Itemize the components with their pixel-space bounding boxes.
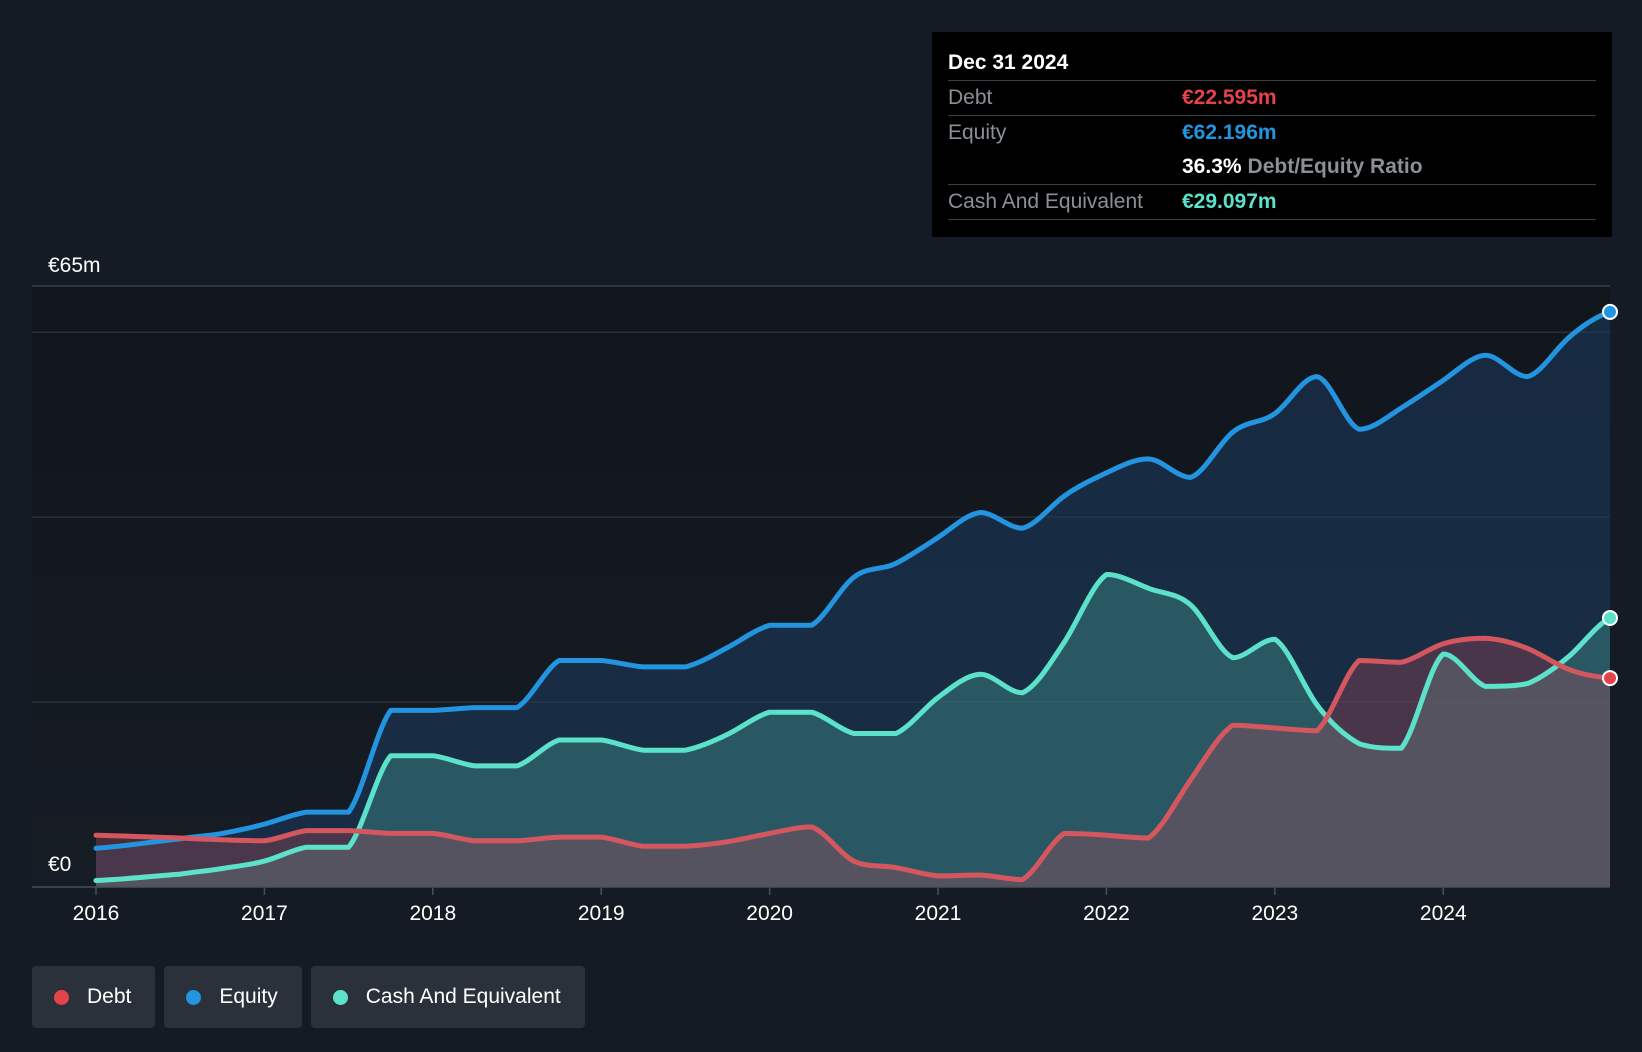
legend-item-cash[interactable]: Cash And Equivalent — [310, 966, 585, 1028]
legend-item-debt[interactable]: Debt — [32, 966, 156, 1028]
series-layer — [93, 303, 1618, 887]
x-tick-label: 2017 — [241, 902, 288, 925]
equity-line — [93, 309, 1613, 851]
x-axis: 2016 2017 2018 2019 2020 2021 2022 2023 2024 — [32, 886, 1610, 925]
x-tick-label: 2024 — [1420, 902, 1467, 925]
tooltip-date: Dec 31 2024 — [948, 51, 1069, 74]
tooltip-equity-value: €62.196m — [1182, 121, 1277, 144]
legend: Debt Equity Cash And Equivalent — [32, 966, 585, 1028]
legend-label-cash: Cash And Equivalent — [365, 985, 561, 1008]
tooltip-ratio-value: 36.3% — [1182, 155, 1242, 178]
equity-end-marker[interactable] — [1602, 303, 1618, 320]
x-tick-label: 2021 — [915, 902, 962, 925]
legend-item-equity[interactable]: Equity — [164, 966, 302, 1028]
cash-and-equivalent-end-marker[interactable] — [1602, 609, 1618, 626]
tooltip-debt-row: Debt €22.595m — [948, 80, 1596, 115]
equity-area — [96, 311, 1610, 887]
tooltip-cash-row: Cash And Equivalent €29.097m — [948, 184, 1596, 220]
debt-area — [96, 638, 1610, 887]
debt-line — [93, 635, 1613, 883]
legend-dot-cash — [332, 989, 348, 1005]
legend-label-debt: Debt — [87, 985, 132, 1008]
tooltip-equity-row: Equity €62.196m — [948, 115, 1596, 150]
tooltip-cash-label: Cash And Equivalent — [948, 190, 1143, 213]
x-tick-label: 2022 — [1083, 902, 1130, 925]
y-tick-label: €65m — [48, 254, 101, 277]
tooltip-debt-label: Debt — [948, 86, 993, 109]
x-tick-label: 2023 — [1252, 902, 1299, 925]
cash-and-equivalent-line — [93, 572, 1613, 883]
y-tick-label: €0 — [48, 853, 71, 876]
x-tick-label: 2018 — [409, 902, 456, 925]
y-axis-labels: €0 €65m — [48, 254, 101, 876]
legend-label-equity: Equity — [219, 985, 278, 1008]
debt-end-marker[interactable] — [1602, 670, 1618, 687]
tooltip-equity-label: Equity — [948, 121, 1007, 144]
tooltip-panel: Dec 31 2024 Debt €22.595m Equity €62.196… — [932, 32, 1612, 237]
tooltip-debt-value: €22.595m — [1182, 86, 1277, 109]
x-tick-label: 2016 — [73, 902, 120, 925]
cash-and-equivalent-area — [96, 574, 1610, 887]
legend-dot-debt — [54, 989, 69, 1005]
tooltip-ratio-label: Debt/Equity Ratio — [1247, 155, 1423, 178]
tooltip-cash-value: €29.097m — [1182, 190, 1277, 213]
x-tick-label: 2019 — [578, 902, 625, 925]
legend-dot-equity — [186, 989, 202, 1005]
x-tick-label: 2020 — [746, 902, 793, 925]
tooltip-ratio-row: 36.3% Debt/Equity Ratio — [948, 150, 1596, 184]
